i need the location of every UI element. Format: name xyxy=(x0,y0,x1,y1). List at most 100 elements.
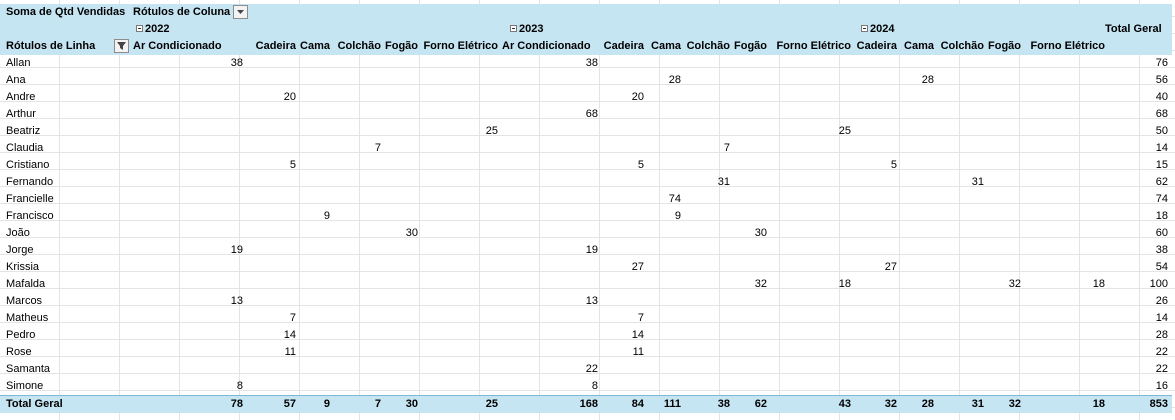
value-cell[interactable]: 27 xyxy=(631,261,644,273)
row-total-cell[interactable]: 74 xyxy=(1155,193,1168,205)
collapse-icon[interactable] xyxy=(510,24,517,32)
value-cell[interactable]: 25 xyxy=(485,125,498,137)
year-header-2024[interactable]: 2024 xyxy=(861,21,951,38)
grand-total-cell[interactable]: 7 xyxy=(374,398,381,410)
row-label[interactable]: Allan xyxy=(6,57,31,69)
value-cell[interactable]: 68 xyxy=(585,108,598,120)
row-label[interactable]: Marcos xyxy=(6,295,43,307)
value-cell[interactable]: 14 xyxy=(283,329,296,341)
row-label[interactable]: João xyxy=(6,227,30,239)
row-label[interactable]: Francielle xyxy=(6,193,54,205)
row-total-cell[interactable]: 18 xyxy=(1155,210,1168,222)
value-cell[interactable]: 38 xyxy=(230,57,243,69)
row-total-cell[interactable]: 68 xyxy=(1155,108,1168,120)
row-label[interactable]: Mafalda xyxy=(6,278,46,290)
grand-total-cell[interactable]: 32 xyxy=(884,398,897,410)
column-header-2023-8[interactable]: Cadeira xyxy=(603,40,644,52)
grand-total-cell[interactable]: 111 xyxy=(663,398,681,410)
grand-total-cell[interactable]: 84 xyxy=(631,398,644,410)
value-cell[interactable]: 5 xyxy=(890,159,897,171)
row-label[interactable]: Andre xyxy=(6,91,36,103)
collapse-icon[interactable] xyxy=(861,24,868,32)
row-label[interactable]: Rose xyxy=(6,346,32,358)
value-cell[interactable]: 8 xyxy=(591,380,598,392)
value-cell[interactable]: 30 xyxy=(405,227,418,239)
grand-total-cell[interactable]: 38 xyxy=(717,398,730,410)
column-header-2022-1[interactable]: Ar Condicionado xyxy=(133,40,222,52)
value-cell[interactable]: 7 xyxy=(289,312,296,324)
row-total-cell[interactable]: 26 xyxy=(1155,295,1168,307)
grand-total-cell[interactable]: 18 xyxy=(1092,398,1105,410)
grand-total-cell[interactable]: 28 xyxy=(921,398,934,410)
column-header-2022-4[interactable]: Colchão xyxy=(337,40,381,52)
collapse-icon[interactable] xyxy=(136,24,143,32)
value-cell[interactable]: 27 xyxy=(884,261,897,273)
column-header-2023-12[interactable]: Forno Elétrico xyxy=(776,40,851,52)
column-header-2023-10[interactable]: Colchão xyxy=(686,40,730,52)
year-header-2023[interactable]: 2023 xyxy=(510,21,600,38)
value-cell[interactable]: 7 xyxy=(374,142,381,154)
row-label[interactable]: Arthur xyxy=(6,108,36,120)
column-header-2024-13[interactable]: Cadeira xyxy=(856,40,897,52)
value-cell[interactable]: 5 xyxy=(289,159,296,171)
value-cell[interactable]: 74 xyxy=(668,193,681,205)
value-cell[interactable]: 30 xyxy=(754,227,767,239)
column-header-2023-7[interactable]: Ar Condicionado xyxy=(502,40,591,52)
row-total-cell[interactable]: 54 xyxy=(1155,261,1168,273)
row-label[interactable]: Cristiano xyxy=(6,159,50,171)
value-cell[interactable]: 25 xyxy=(838,125,851,137)
grand-total-cell[interactable]: 78 xyxy=(230,398,243,410)
row-total-cell[interactable]: 56 xyxy=(1155,74,1168,86)
row-total-cell[interactable]: 62 xyxy=(1155,176,1168,188)
column-header-2022-2[interactable]: Cadeira xyxy=(255,40,296,52)
grand-total-cell[interactable]: 168 xyxy=(579,398,598,410)
row-total-cell[interactable]: 50 xyxy=(1155,125,1168,137)
row-total-cell[interactable]: 16 xyxy=(1155,380,1168,392)
value-cell[interactable]: 18 xyxy=(1092,278,1105,290)
value-cell[interactable]: 32 xyxy=(754,278,767,290)
column-filter-dropdown-button[interactable] xyxy=(233,5,248,19)
row-total-cell[interactable]: 28 xyxy=(1155,329,1168,341)
value-cell[interactable]: 5 xyxy=(637,159,644,171)
row-label[interactable]: Matheus xyxy=(6,312,49,324)
column-header-2023-11[interactable]: Fogão xyxy=(734,40,767,52)
grand-total-cell[interactable]: 9 xyxy=(323,398,330,410)
value-cell[interactable]: 20 xyxy=(631,91,644,103)
row-label[interactable]: Beatriz xyxy=(6,125,41,137)
row-total-cell[interactable]: 15 xyxy=(1155,159,1168,171)
value-cell[interactable]: 18 xyxy=(838,278,851,290)
value-cell[interactable]: 14 xyxy=(631,329,644,341)
grand-total-cell[interactable]: 57 xyxy=(283,398,296,410)
grand-total-cell[interactable]: 25 xyxy=(485,398,498,410)
row-total-cell[interactable]: 14 xyxy=(1155,312,1168,324)
value-cell[interactable]: 7 xyxy=(637,312,644,324)
column-header-2024-16[interactable]: Fogão xyxy=(988,40,1021,52)
value-cell[interactable]: 9 xyxy=(323,210,330,222)
value-cell[interactable]: 13 xyxy=(585,295,598,307)
row-label[interactable]: Krissia xyxy=(6,261,40,273)
row-label[interactable]: Pedro xyxy=(6,329,36,341)
value-cell[interactable]: 19 xyxy=(585,244,598,256)
value-cell[interactable]: 31 xyxy=(717,176,730,188)
row-total-cell[interactable]: 22 xyxy=(1155,346,1168,358)
column-header-2024-17[interactable]: Forno Elétrico xyxy=(1030,40,1105,52)
value-cell[interactable]: 8 xyxy=(236,380,243,392)
row-label[interactable]: Francisco xyxy=(6,210,54,222)
value-field-label[interactable]: Soma de Qtd Vendidas xyxy=(6,6,126,18)
year-header-2022[interactable]: 2022 xyxy=(136,21,226,38)
value-cell[interactable]: 11 xyxy=(632,346,644,358)
row-filter-dropdown-button[interactable] xyxy=(114,39,129,53)
value-cell[interactable]: 28 xyxy=(921,74,934,86)
column-header-2022-6[interactable]: Forno Elétrico xyxy=(423,40,498,52)
value-cell[interactable]: 20 xyxy=(283,91,296,103)
value-cell[interactable]: 11 xyxy=(284,346,296,358)
value-cell[interactable]: 13 xyxy=(230,295,243,307)
grand-total-value[interactable]: 853 xyxy=(1149,398,1168,410)
column-header-2024-15[interactable]: Colchão xyxy=(940,40,984,52)
column-header-2024-14[interactable]: Cama xyxy=(904,40,934,52)
row-total-cell[interactable]: 22 xyxy=(1155,363,1168,375)
grand-total-cell[interactable]: 43 xyxy=(838,398,851,410)
grand-total-cell[interactable]: 32 xyxy=(1008,398,1021,410)
value-cell[interactable]: 28 xyxy=(668,74,681,86)
row-total-cell[interactable]: 38 xyxy=(1155,244,1168,256)
